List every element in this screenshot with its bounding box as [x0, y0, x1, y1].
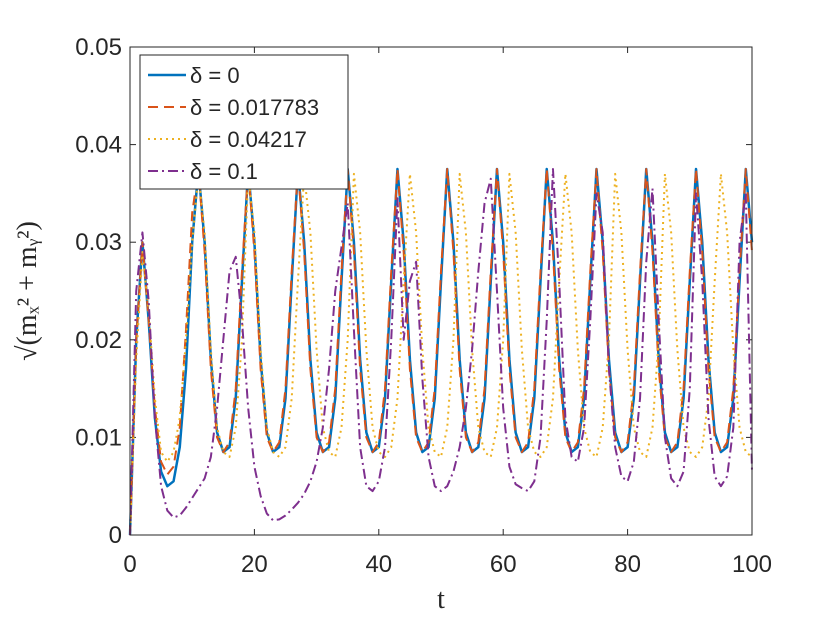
x-tick-label: 80 [614, 551, 641, 578]
y-tick-label: 0.03 [75, 229, 122, 256]
x-tick-label: 20 [241, 551, 268, 578]
x-axis-label: t [437, 584, 445, 615]
legend-box [139, 54, 349, 190]
legend-label: δ = 0.1 [190, 159, 258, 184]
y-tick-label: 0 [109, 522, 122, 549]
legend-label: δ = 0 [190, 63, 240, 88]
legend-label: δ = 0.017783 [190, 95, 319, 120]
y-tick-label: 0.05 [75, 34, 122, 61]
x-tick-label: 60 [490, 551, 517, 578]
legend-label: δ = 0.04217 [190, 127, 307, 152]
y-axis-label: √(mₓ² + mᵧ²) [12, 221, 43, 361]
x-tick-label: 40 [365, 551, 392, 578]
x-tick-label: 0 [123, 551, 136, 578]
y-tick-label: 0.04 [75, 132, 122, 159]
series-line [129, 168, 753, 536]
legend: δ = 0 δ = 0.017783 δ = 0.04217 δ = 0.1 [139, 54, 349, 190]
y-tick-label: 0.02 [75, 327, 122, 354]
x-tick-label: 100 [732, 551, 772, 578]
series-line [129, 168, 753, 536]
axes-box [129, 46, 753, 536]
y-tick-label: 0.01 [75, 424, 122, 451]
